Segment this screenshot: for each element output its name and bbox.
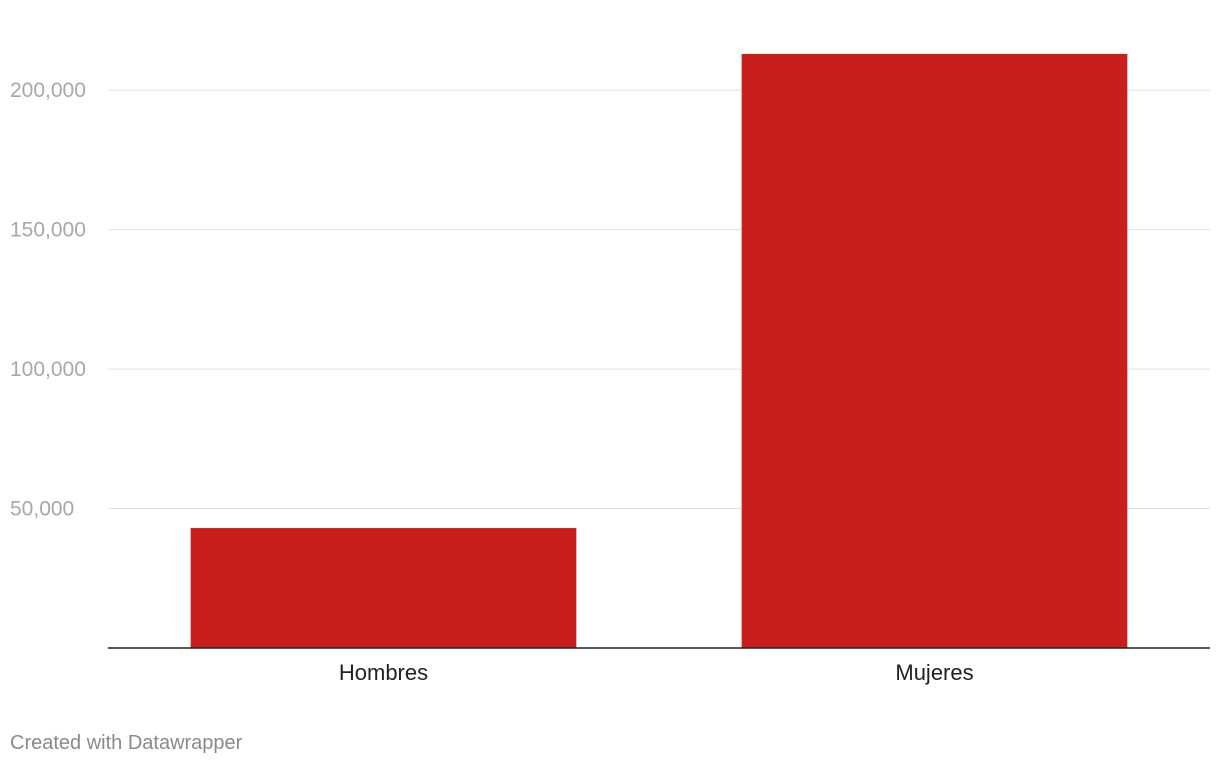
datawrapper-credit: Created with Datawrapper [10, 732, 243, 754]
y-tick-label: 200,000 [10, 79, 86, 102]
x-axis-category-labels: Hombres Mujeres [339, 660, 974, 685]
bar-chart: 50,000 100,000 150,000 200,000 Hombres Mujer… [10, 53, 1210, 685]
y-tick-label: 50,000 [10, 498, 74, 521]
y-tick-label: 100,000 [10, 358, 86, 381]
category-label-mujeres: Mujeres [895, 660, 973, 685]
bar-hombres [190, 528, 577, 648]
y-axis-tick-labels: 50,000 100,000 150,000 200,000 [10, 79, 86, 520]
bars [190, 53, 1128, 649]
category-label-hombres: Hombres [339, 660, 428, 685]
y-tick-label: 150,000 [10, 219, 86, 242]
bar-mujeres [741, 53, 1128, 649]
